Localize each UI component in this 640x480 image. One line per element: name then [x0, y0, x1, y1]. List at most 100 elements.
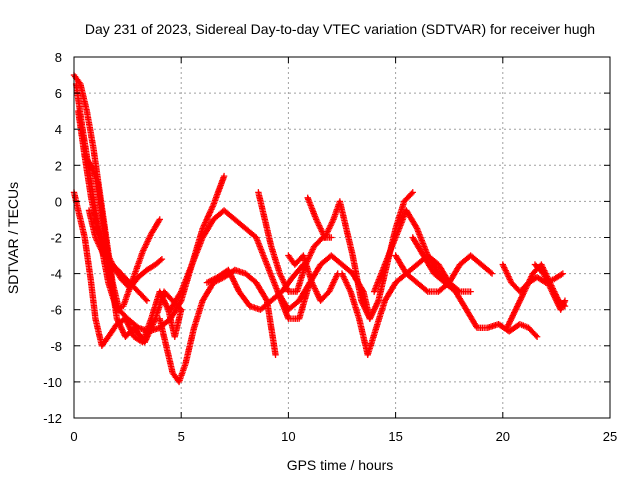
series-marker-trail [168, 208, 313, 312]
data-point [512, 306, 519, 313]
data-point [94, 180, 101, 187]
y-tick-label: 6 [55, 86, 62, 101]
data-point [338, 270, 346, 277]
data-point [231, 216, 238, 223]
data-point [400, 198, 408, 205]
grid-lines [74, 57, 610, 418]
data-point [349, 252, 356, 259]
data-point [242, 270, 249, 277]
x-tick-label: 5 [178, 429, 185, 444]
data-point [529, 270, 537, 277]
data-point [199, 225, 206, 232]
data-point [503, 324, 511, 331]
data-point [435, 261, 442, 268]
series-track-5 [81, 153, 185, 346]
data-point [473, 324, 481, 331]
y-axis-title: SDTVAR / TECUs [5, 182, 21, 294]
axis-ticks: 0 5 10 15 20 25 -12 -10 -8 -6 -4 -2 0 2 4 6 8 [43, 50, 617, 444]
data-point [268, 297, 275, 304]
data-point [135, 288, 142, 295]
data-point [289, 274, 296, 281]
data-point [293, 288, 301, 295]
series-marker-trail [533, 262, 568, 312]
data-point [538, 261, 545, 268]
data-point [420, 252, 427, 259]
series-marker-trail [286, 253, 341, 303]
data-point [87, 279, 95, 286]
data-point [156, 216, 163, 223]
data-point [107, 270, 114, 277]
x-tick-label: 20 [496, 429, 510, 444]
data-point [317, 261, 324, 268]
data-point [381, 261, 389, 268]
series-track-6 [85, 207, 151, 304]
data-point [261, 216, 269, 223]
data-point [285, 252, 292, 259]
data-point [403, 207, 410, 214]
series-track-12 [285, 252, 341, 304]
data-point [557, 306, 564, 313]
series-track-8 [167, 207, 314, 313]
x-tick-label: 25 [603, 429, 617, 444]
data-point [373, 324, 380, 331]
data-point [120, 302, 127, 310]
y-tick-label: -4 [50, 267, 62, 282]
data-point [291, 261, 299, 268]
data-point [521, 288, 528, 295]
y-tick-label: -8 [50, 339, 62, 354]
data-point [488, 270, 496, 277]
data-point [158, 255, 166, 263]
data-point [364, 351, 371, 359]
data-point [435, 288, 442, 295]
data-point [167, 306, 174, 313]
data-point [463, 306, 470, 313]
data-point [92, 315, 99, 322]
data-point [495, 320, 502, 328]
data-point [276, 270, 284, 277]
series-marker-trail [393, 253, 494, 295]
data-point [506, 328, 513, 335]
data-point [467, 252, 474, 259]
series-marker-trail [410, 235, 540, 339]
data-point [321, 234, 329, 241]
data-point [328, 252, 335, 259]
data-point [508, 279, 515, 286]
data-point [100, 225, 108, 232]
data-point [117, 270, 125, 277]
data-point [525, 324, 532, 331]
series-track-19 [503, 261, 569, 331]
data-point [182, 360, 189, 368]
data-point [413, 225, 421, 232]
data-point [413, 261, 421, 268]
data-point [343, 225, 350, 232]
data-point [533, 333, 541, 340]
data-point [330, 216, 337, 223]
data-point [304, 194, 311, 201]
data-point [162, 342, 170, 349]
y-tick-label: -10 [43, 375, 62, 390]
data-point [235, 288, 243, 295]
data-point [336, 198, 344, 205]
data-points [70, 71, 569, 386]
data-point [225, 266, 232, 274]
data-point [392, 234, 399, 241]
data-point [105, 333, 112, 340]
data-point [295, 315, 303, 322]
data-point [531, 261, 539, 268]
data-point [255, 189, 262, 196]
data-point [135, 274, 142, 281]
data-point [392, 279, 399, 286]
data-point [370, 288, 378, 295]
data-point [203, 279, 211, 286]
series-marker-trail [82, 154, 184, 345]
data-point [268, 243, 275, 250]
data-point [366, 315, 374, 322]
data-point [139, 248, 146, 256]
data-point [130, 324, 138, 331]
data-point [424, 288, 431, 295]
data-point [242, 225, 249, 232]
x-tick-label: 0 [70, 429, 77, 444]
data-point [516, 320, 524, 328]
data-point [75, 107, 82, 115]
